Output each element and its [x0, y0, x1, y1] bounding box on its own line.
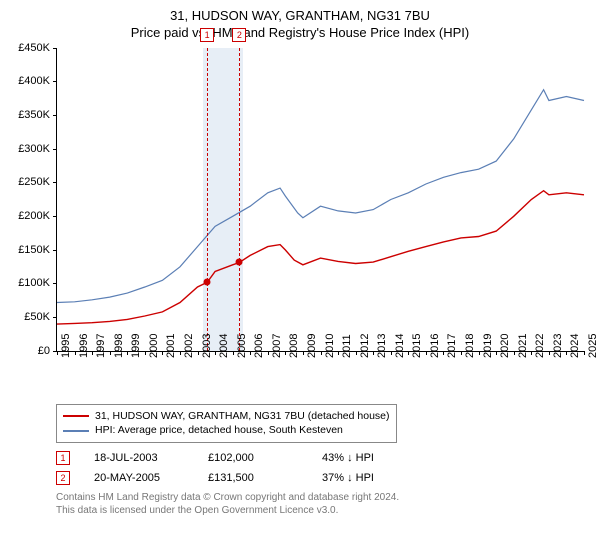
sale-vline [207, 48, 208, 351]
y-tick-label: £250K [18, 176, 50, 188]
x-tick-label: 2000 [148, 333, 160, 357]
legend-box: 31, HUDSON WAY, GRANTHAM, NG31 7BU (deta… [56, 404, 397, 443]
sales-row: 1 18-JUL-2003 £102,000 43% ↓ HPI [56, 451, 590, 465]
x-tick-label: 2020 [499, 333, 511, 357]
sale-marker-2: 2 [232, 28, 246, 42]
y-tick-label: £300K [18, 143, 50, 155]
legend-entry: 31, HUDSON WAY, GRANTHAM, NG31 7BU (deta… [63, 409, 390, 424]
x-tick-label: 2024 [569, 333, 581, 357]
x-tick-label: 2023 [552, 333, 564, 357]
plot-region: 12 [56, 48, 584, 352]
chart-area: £0 £50K £100K £150K £200K £250K £300K £350K £400… [10, 48, 590, 398]
sales-delta: 43% ↓ HPI [322, 452, 412, 464]
x-tick-label: 2002 [183, 333, 195, 357]
x-tick-label: 2006 [253, 333, 265, 357]
y-axis-labels: £0£50K£100K£150K£200K£250K£300K£350K£400… [10, 48, 54, 352]
x-tick-label: 2011 [341, 334, 353, 358]
sales-date: 20-MAY-2005 [94, 472, 184, 484]
sales-price: £131,500 [208, 472, 298, 484]
y-tick-label: £400K [18, 75, 50, 87]
legend-swatch [63, 415, 89, 417]
x-tick-label: 2013 [376, 333, 388, 357]
chart-container: 31, HUDSON WAY, GRANTHAM, NG31 7BU Price… [0, 0, 600, 560]
title-line-1: 31, HUDSON WAY, GRANTHAM, NG31 7BU [10, 8, 590, 25]
x-tick-label: 1998 [113, 333, 125, 357]
y-tick-label: £200K [18, 210, 50, 222]
sales-delta: 37% ↓ HPI [322, 472, 412, 484]
chart-title: 31, HUDSON WAY, GRANTHAM, NG31 7BU Price… [10, 8, 590, 42]
line-series-svg [57, 48, 584, 351]
x-tick-label: 2016 [429, 333, 441, 357]
footer-attribution: Contains HM Land Registry data © Crown c… [56, 491, 590, 517]
sales-price: £102,000 [208, 452, 298, 464]
series-line [57, 190, 584, 323]
x-tick-label: 2008 [288, 333, 300, 357]
x-tick-label: 2021 [517, 333, 529, 357]
x-tick-label: 1997 [95, 333, 107, 357]
x-tick-label: 2014 [394, 333, 406, 357]
x-tick-label: 2010 [324, 333, 336, 357]
legend-entry: HPI: Average price, detached house, Sout… [63, 423, 390, 438]
x-tick-label: 2007 [271, 333, 283, 357]
x-tick-label: 2001 [165, 333, 177, 357]
x-tick-label: 2015 [411, 333, 423, 357]
sales-row: 2 20-MAY-2005 £131,500 37% ↓ HPI [56, 471, 590, 485]
x-tick-label: 2004 [218, 333, 230, 357]
x-tick-label: 1999 [130, 333, 142, 357]
y-tick-label: £100K [18, 277, 50, 289]
x-tick-label: 2003 [201, 333, 213, 357]
y-tick-label: £50K [24, 311, 50, 323]
title-line-2: Price paid vs. HM Land Registry's House … [10, 25, 590, 42]
footer-line-1: Contains HM Land Registry data © Crown c… [56, 491, 590, 504]
sales-row-marker: 2 [56, 471, 70, 485]
y-tick-label: £450K [18, 42, 50, 54]
x-tick-label: 2012 [359, 333, 371, 357]
footer-line-2: This data is licensed under the Open Gov… [56, 504, 590, 517]
x-tick-label: 2009 [306, 333, 318, 357]
legend-swatch [63, 430, 89, 432]
sale-vline [239, 48, 240, 351]
y-tick-label: £0 [38, 345, 50, 357]
sales-date: 18-JUL-2003 [94, 452, 184, 464]
x-tick-label: 2019 [482, 333, 494, 357]
sale-dot [204, 279, 211, 286]
y-tick-label: £350K [18, 109, 50, 121]
x-tick-label: 2017 [446, 333, 458, 357]
sale-dot [236, 259, 243, 266]
x-tick-label: 2025 [587, 333, 599, 357]
x-tick-label: 1995 [60, 333, 72, 357]
series-line [57, 89, 584, 302]
legend-label: 31, HUDSON WAY, GRANTHAM, NG31 7BU (deta… [95, 409, 390, 424]
x-tick-label: 1996 [78, 333, 90, 357]
legend-label: HPI: Average price, detached house, Sout… [95, 423, 343, 438]
y-tick-label: £150K [18, 244, 50, 256]
sales-table: 1 18-JUL-2003 £102,000 43% ↓ HPI 2 20-MAY-200… [56, 451, 590, 485]
sales-row-marker: 1 [56, 451, 70, 465]
x-axis-labels: 1995199619971998199920002001200220032004… [56, 352, 584, 398]
x-tick-label: 2022 [534, 333, 546, 357]
x-tick-label: 2018 [464, 333, 476, 357]
x-tick-label: 2005 [236, 333, 248, 357]
sale-marker-1: 1 [200, 28, 214, 42]
